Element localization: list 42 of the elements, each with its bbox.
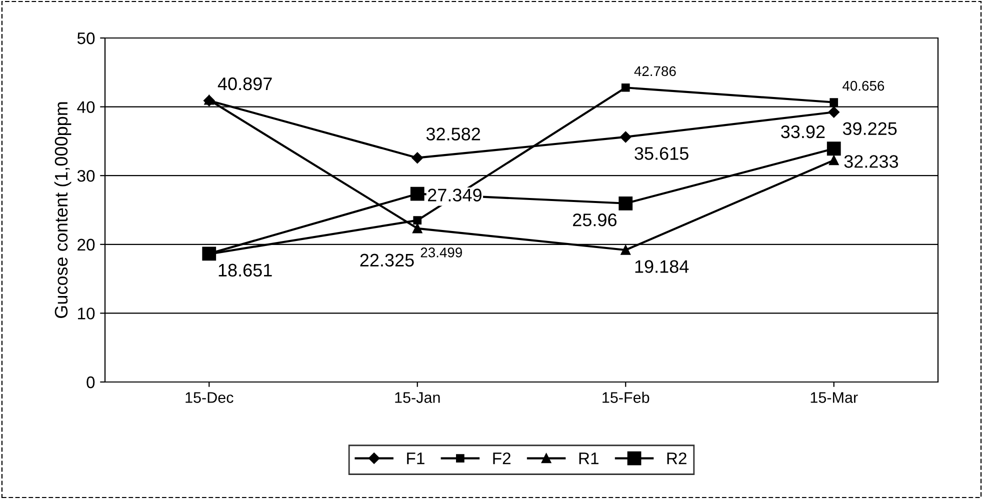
point [828,106,840,118]
point [621,83,630,92]
x-tick-label: 15-Mar [810,392,858,403]
x-tick-label: 15-Dec [186,392,234,403]
data-label: 19.184 [635,260,689,273]
point [830,98,838,106]
y-tick-label: 30 [77,170,95,182]
data-label: 27.349 [428,188,482,202]
y-tick-label: 0 [86,376,95,388]
x-tick-label: 15-Feb [602,392,650,403]
data-label: 40.897 [218,77,272,90]
point [412,224,422,234]
point [826,142,841,156]
point [410,186,424,201]
point [413,216,422,224]
point [829,155,839,166]
data-label: 35.615 [634,147,688,160]
data-label: 22.325 [360,254,414,267]
data-label: 39.225 [842,122,897,136]
legend-label: F1 [407,452,424,464]
data-label: 33.92 [781,125,825,138]
y-tick-label: 10 [78,308,95,320]
legend-label: R2 [667,452,686,464]
y-tick-label: 50 [77,32,95,44]
point [412,152,423,164]
point [618,196,633,210]
point [202,246,216,261]
data-label: 40.656 [842,80,884,91]
y-tick-label: 40 [77,101,95,114]
data-label: 32.582 [426,128,480,140]
y-axis-title: Gucose content (1,000ppm [54,102,72,318]
data-label: 25.96 [573,214,616,226]
data-label: 42.786 [634,66,676,76]
x-tick-label: 15-Jan [395,392,440,403]
point [620,131,632,143]
y-tick-label: 20 [78,238,95,251]
legend-label: R1 [579,452,598,464]
data-label: 32.233 [844,155,898,168]
legend-label: F2 [493,452,510,464]
data-label: 23.499 [420,248,462,258]
point [620,245,630,255]
data-label: 18.651 [218,264,272,277]
